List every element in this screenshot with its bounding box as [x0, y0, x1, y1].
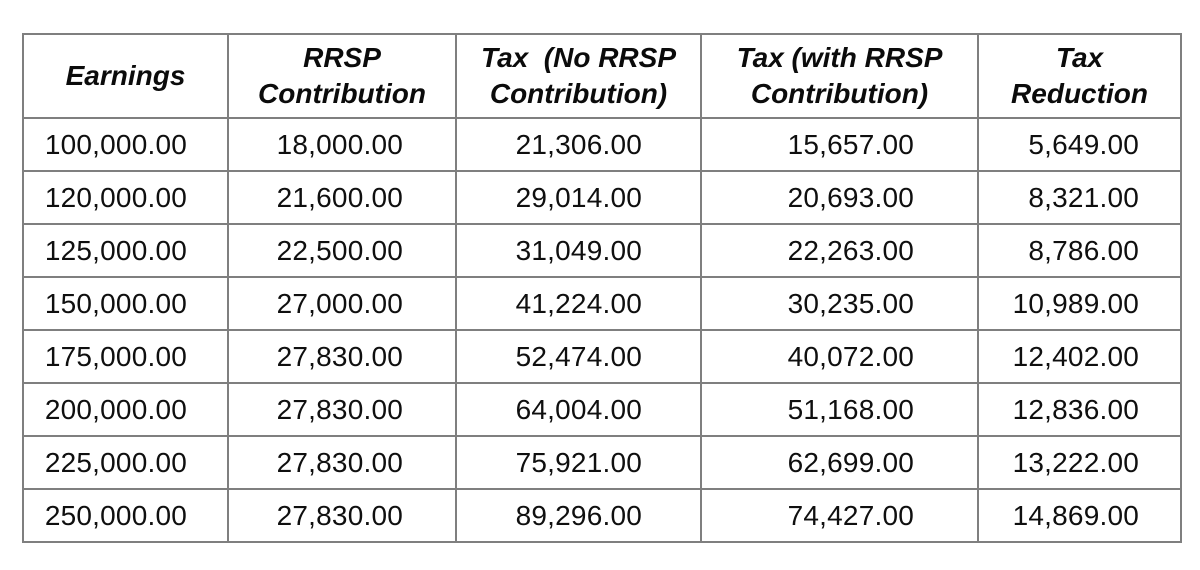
cell-earnings: 175,000.00	[22, 329, 229, 384]
cell-rrsp-contribution: 27,830.00	[227, 382, 457, 437]
cell-tax-reduction: 5,649.00	[977, 117, 1182, 172]
table-row: 225,000.00 27,830.00 75,921.00 62,699.00 13,…	[22, 435, 1182, 490]
cell-tax-no-rrsp: 75,921.00	[455, 435, 702, 490]
cell-tax-no-rrsp: 52,474.00	[455, 329, 702, 384]
column-header-tax-reduction: Tax Reduction	[977, 33, 1182, 119]
cell-tax-no-rrsp: 41,224.00	[455, 276, 702, 331]
column-header-line: Tax	[1055, 42, 1104, 73]
cell-tax-reduction: 12,402.00	[977, 329, 1182, 384]
column-header-line: Tax (with RRSP	[736, 42, 943, 73]
cell-tax-with-rrsp: 20,693.00	[700, 170, 979, 225]
table-row: 175,000.00 27,830.00 52,474.00 40,072.00 12,…	[22, 329, 1182, 384]
cell-earnings: 250,000.00	[22, 488, 229, 543]
cell-tax-reduction: 8,786.00	[977, 223, 1182, 278]
table-row: 120,000.00 21,600.00 29,014.00 20,693.00 8,3…	[22, 170, 1182, 225]
cell-tax-reduction: 8,321.00	[977, 170, 1182, 225]
cell-tax-with-rrsp: 22,263.00	[700, 223, 979, 278]
table-row: 125,000.00 22,500.00 31,049.00 22,263.00 8,7…	[22, 223, 1182, 278]
column-header-line: Earnings	[65, 60, 186, 91]
table-row: 250,000.00 27,830.00 89,296.00 74,427.00 14,…	[22, 488, 1182, 543]
cell-earnings: 225,000.00	[22, 435, 229, 490]
cell-tax-with-rrsp: 74,427.00	[700, 488, 979, 543]
cell-tax-with-rrsp: 51,168.00	[700, 382, 979, 437]
cell-earnings: 125,000.00	[22, 223, 229, 278]
cell-rrsp-contribution: 27,000.00	[227, 276, 457, 331]
rrsp-tax-reduction-table: Earnings RRSP Contribution Tax (No RRSP Cont…	[22, 33, 1182, 543]
cell-earnings: 100,000.00	[22, 117, 229, 172]
cell-tax-with-rrsp: 62,699.00	[700, 435, 979, 490]
cell-tax-with-rrsp: 30,235.00	[700, 276, 979, 331]
cell-tax-with-rrsp: 15,657.00	[700, 117, 979, 172]
cell-tax-no-rrsp: 64,004.00	[455, 382, 702, 437]
cell-tax-reduction: 14,869.00	[977, 488, 1182, 543]
cell-earnings: 200,000.00	[22, 382, 229, 437]
cell-earnings: 150,000.00	[22, 276, 229, 331]
cell-earnings: 120,000.00	[22, 170, 229, 225]
cell-tax-no-rrsp: 89,296.00	[455, 488, 702, 543]
cell-tax-reduction: 12,836.00	[977, 382, 1182, 437]
column-header-tax-no-rrsp: Tax (No RRSP Contribution)	[455, 33, 702, 119]
column-header-line: Contribution)	[489, 78, 668, 109]
cell-rrsp-contribution: 21,600.00	[227, 170, 457, 225]
column-header-line: Contribution	[258, 78, 426, 109]
table-body: 100,000.00 18,000.00 21,306.00 15,657.00 5,6…	[22, 117, 1182, 543]
column-header-tax-with-rrsp: Tax (with RRSP Contribution)	[700, 33, 979, 119]
table-row: 100,000.00 18,000.00 21,306.00 15,657.00 5,6…	[22, 117, 1182, 172]
cell-rrsp-contribution: 22,500.00	[227, 223, 457, 278]
cell-tax-no-rrsp: 29,014.00	[455, 170, 702, 225]
column-header-line: Contribution)	[750, 78, 929, 109]
cell-tax-with-rrsp: 40,072.00	[700, 329, 979, 384]
column-header-line: RRSP	[303, 42, 381, 73]
cell-rrsp-contribution: 27,830.00	[227, 488, 457, 543]
header-row: Earnings RRSP Contribution Tax (No RRSP Cont…	[22, 33, 1182, 119]
cell-tax-no-rrsp: 31,049.00	[455, 223, 702, 278]
column-header-line: Reduction	[1011, 78, 1148, 109]
table-row: 200,000.00 27,830.00 64,004.00 51,168.00 12,…	[22, 382, 1182, 437]
column-header-line: Tax (No RRSP	[481, 42, 676, 73]
cell-tax-reduction: 13,222.00	[977, 435, 1182, 490]
cell-rrsp-contribution: 27,830.00	[227, 329, 457, 384]
table-row: 150,000.00 27,000.00 41,224.00 30,235.00 10,…	[22, 276, 1182, 331]
cell-tax-no-rrsp: 21,306.00	[455, 117, 702, 172]
cell-rrsp-contribution: 18,000.00	[227, 117, 457, 172]
column-header-earnings: Earnings	[22, 33, 229, 119]
cell-tax-reduction: 10,989.00	[977, 276, 1182, 331]
cell-rrsp-contribution: 27,830.00	[227, 435, 457, 490]
column-header-rrsp-contribution: RRSP Contribution	[227, 33, 457, 119]
